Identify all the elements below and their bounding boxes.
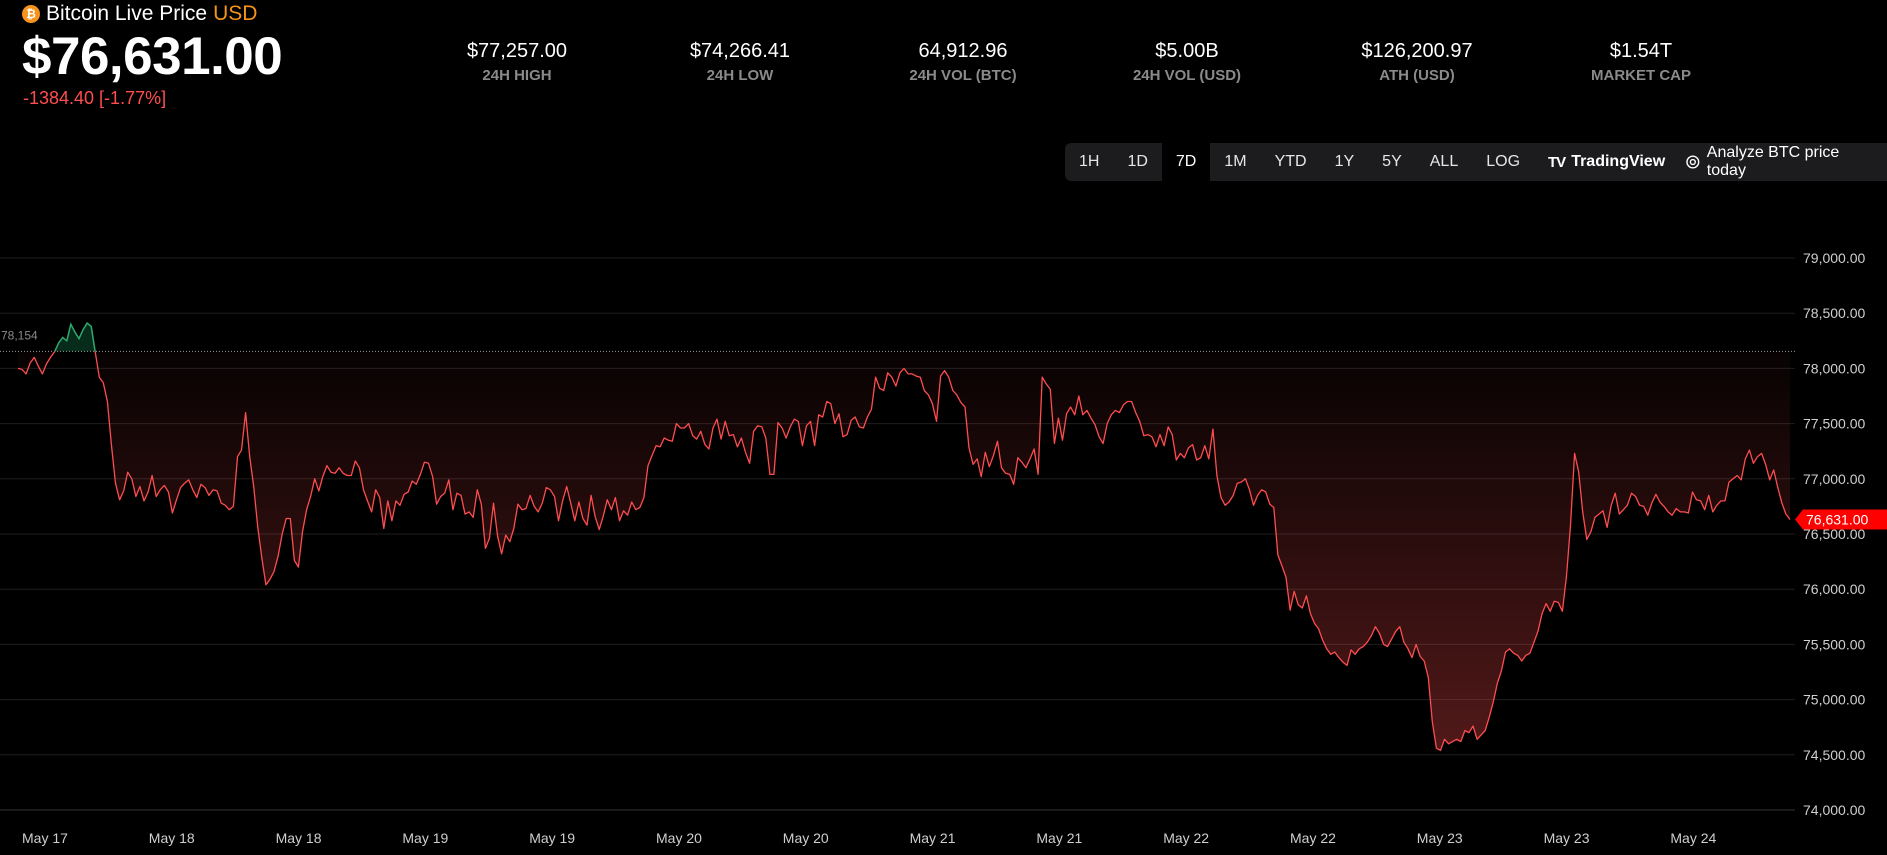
x-axis-tick-label: May 23	[1544, 830, 1590, 846]
y-axis-tick-label: 79,000.00	[1803, 250, 1865, 266]
stat-label: MARKET CAP	[1591, 67, 1691, 84]
x-axis-tick-label: May 19	[529, 830, 575, 846]
stat-value: 64,912.96	[918, 40, 1008, 62]
stat-value: $5.00B	[1155, 40, 1219, 62]
stat-label: ATH (USD)	[1379, 67, 1455, 84]
x-axis-tick-label: May 22	[1163, 830, 1209, 846]
x-axis-tick-label: May 17	[22, 830, 68, 846]
range-1m-button[interactable]: 1M	[1224, 153, 1247, 170]
stat-ath: $126,200.97 ATH (USD)	[1322, 40, 1512, 84]
coin-name: Bitcoin Live Price	[46, 2, 208, 25]
log-scale-button[interactable]: LOG	[1486, 153, 1521, 170]
reference-label: 78,154	[1, 328, 38, 342]
tradingview-label: TradingView	[1571, 153, 1666, 170]
y-axis-tick-label: 78,000.00	[1803, 360, 1865, 376]
tradingview-logo-icon: TV	[1548, 153, 1566, 171]
x-axis-tick-label: May 19	[402, 830, 448, 846]
last-price-label: 76,631.00	[1806, 512, 1868, 528]
analyze-label: Analyze BTC price today	[1706, 144, 1840, 179]
x-axis-tick-label: May 21	[1036, 830, 1082, 846]
coin-title: ₿ Bitcoin Live Price USD	[22, 2, 257, 26]
range-1d-button[interactable]: 1D	[1127, 153, 1148, 170]
current-price: $76,631.00	[22, 27, 283, 86]
bitcoin-icon: ₿	[22, 5, 40, 23]
y-axis-tick-label: 77,000.00	[1803, 471, 1865, 487]
below-reference-fill	[18, 351, 1790, 751]
stat-value: $74,266.41	[689, 40, 791, 62]
price-change: -1384.40 [-1.77%]	[23, 88, 167, 108]
y-axis-tick-label: 74,500.00	[1803, 747, 1865, 763]
y-axis-tick-label: 76,500.00	[1803, 526, 1865, 542]
x-axis-tick-label: May 18	[276, 830, 322, 846]
range-7d-button[interactable]: 7D	[1161, 143, 1211, 181]
stat-24h-vol-btc: 64,912.96 24H VOL (BTC)	[868, 40, 1058, 84]
stat-label: 24H LOW	[706, 67, 774, 84]
x-axis-tick-label: May 23	[1417, 830, 1463, 846]
range-ytd-button[interactable]: YTD	[1274, 153, 1307, 170]
range-1h-button[interactable]: 1H	[1079, 153, 1100, 170]
stat-value: $77,257.00	[466, 40, 568, 62]
x-axis-tick-label: May 24	[1670, 830, 1716, 846]
stat-label: 24H HIGH	[482, 67, 552, 84]
x-axis-tick-label: May 20	[656, 830, 702, 846]
x-axis-tick-label: May 21	[910, 830, 956, 846]
stat-value: $1.54T	[1609, 40, 1673, 62]
range-all-button[interactable]: ALL	[1429, 153, 1459, 170]
x-axis-tick-label: May 18	[149, 830, 195, 846]
y-axis-tick-label: 77,500.00	[1803, 416, 1865, 432]
stat-24h-low: $74,266.41 24H LOW	[645, 40, 835, 84]
stat-market-cap: $1.54T MARKET CAP	[1546, 40, 1736, 84]
above-reference-fill	[18, 323, 1790, 352]
range-1y-button[interactable]: 1Y	[1334, 153, 1355, 170]
stat-value: $126,200.97	[1361, 40, 1473, 62]
last-price-tag	[1795, 509, 1887, 530]
stat-label: 24H VOL (USD)	[1132, 67, 1242, 84]
stat-label: 24H VOL (BTC)	[909, 67, 1017, 84]
y-axis-tick-label: 76,000.00	[1803, 581, 1865, 597]
y-axis-tick-label: 75,500.00	[1803, 636, 1865, 652]
stat-24h-vol-usd: $5.00B 24H VOL (USD)	[1092, 40, 1282, 84]
x-axis-tick-label: May 22	[1290, 830, 1336, 846]
price-line	[17, 322, 1791, 752]
currency-label: USD	[213, 2, 258, 25]
stat-24h-high: $77,257.00 24H HIGH	[422, 40, 612, 84]
y-axis-tick-label: 78,500.00	[1803, 305, 1865, 321]
tradingview-link[interactable]: TV TradingView	[1534, 153, 1679, 171]
x-axis-tick-label: May 20	[783, 830, 829, 846]
stats-bar: $77,257.00 24H HIGH $74,266.41 24H LOW 6…	[0, 40, 1887, 90]
range-toolbar: 1H 1D 7D 1M YTD 1Y 5Y ALL LOG TV Trading…	[1065, 143, 1887, 181]
range-5y-button[interactable]: 5Y	[1382, 153, 1402, 170]
openai-icon	[1686, 155, 1700, 169]
y-axis-tick-label: 74,000.00	[1803, 802, 1865, 818]
y-axis-tick-label: 75,000.00	[1803, 692, 1865, 708]
analyze-btc-button[interactable]: Analyze BTC price today	[1679, 144, 1887, 180]
